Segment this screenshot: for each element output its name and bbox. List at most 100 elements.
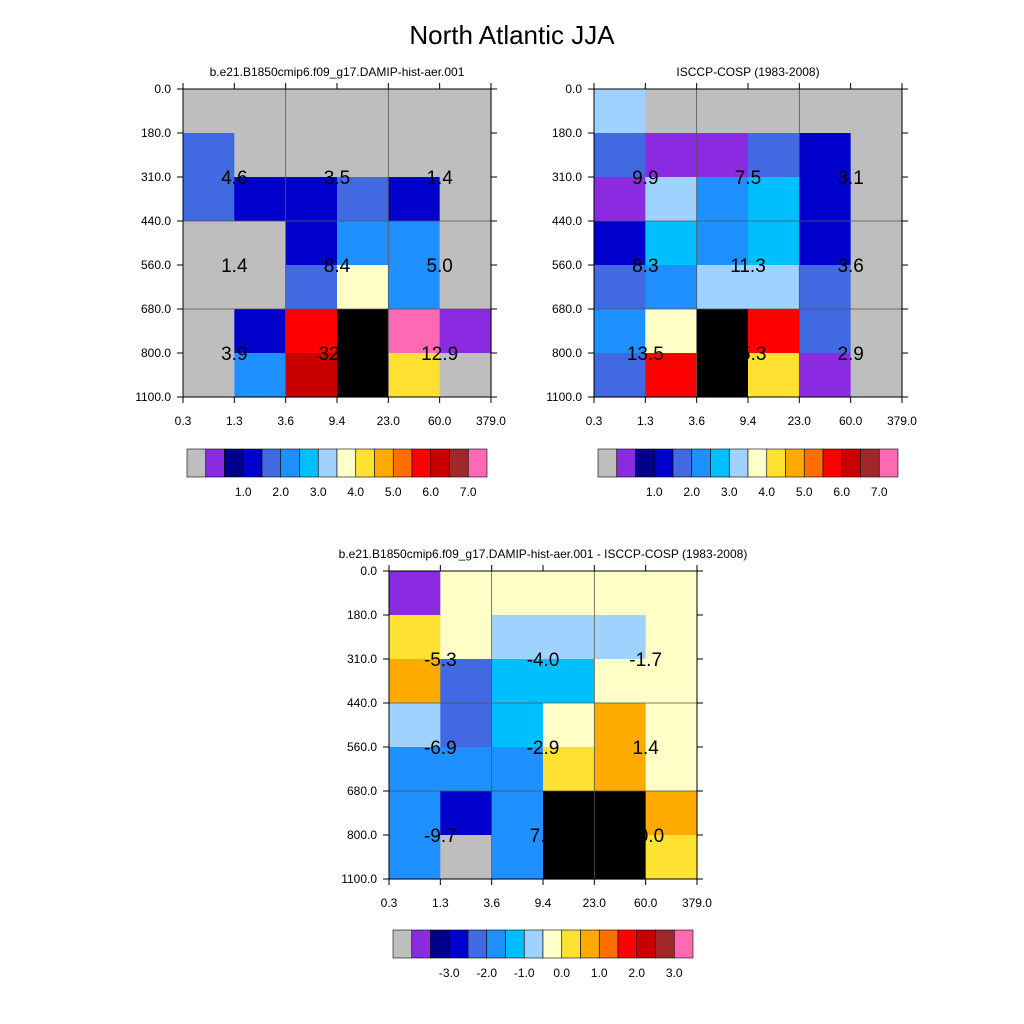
- colorbar-swatch: [392, 929, 413, 959]
- heatmap-cell: [645, 177, 698, 222]
- x-tick-label: 379.0: [682, 896, 712, 910]
- panel-3: b.e21.B1850cmip6.f09_g17.DAMIP-hist-aer.…: [339, 547, 748, 980]
- colorbar-label: 1.0: [646, 485, 663, 499]
- y-tick-label: 1100.0: [546, 390, 582, 404]
- cell-value-label: 25.3: [729, 344, 766, 365]
- colorbar-swatch: [430, 929, 450, 959]
- cell-value-label: -9.7: [424, 826, 457, 847]
- y-tick-label: 1100.0: [135, 390, 171, 404]
- x-tick-label: 1.3: [432, 896, 449, 910]
- heatmap-cell: [440, 615, 493, 660]
- heatmap-cell: [747, 353, 800, 398]
- colorbar-swatch: [261, 448, 282, 478]
- colorbar-swatch: [411, 929, 431, 959]
- heatmap-cell: [696, 265, 749, 310]
- heatmap-cell: [799, 309, 852, 354]
- cell-value-label: 3.5: [324, 168, 350, 189]
- colorbar-label: 5.0: [796, 485, 813, 499]
- colorbar-swatch: [653, 448, 674, 478]
- colorbar-swatch: [467, 929, 488, 959]
- panel-title: ISCCP-COSP (1983-2008): [676, 65, 819, 79]
- x-tick-label: 0.3: [381, 896, 398, 910]
- heatmap-cell: [183, 221, 235, 266]
- heatmap-cell: [440, 703, 493, 748]
- y-tick-label: 800.0: [141, 346, 171, 360]
- heatmap-cell: [645, 133, 698, 178]
- heatmap-cell: [594, 177, 646, 222]
- heatmap-cell: [336, 309, 389, 354]
- heatmap-cell: [696, 309, 749, 354]
- heatmap-cell: [439, 133, 492, 178]
- heatmap-cell: [747, 177, 800, 222]
- y-tick-label: 680.0: [347, 784, 377, 798]
- x-tick-label: 60.0: [839, 414, 863, 428]
- colorbar-label: 4.0: [347, 485, 364, 499]
- cell-value-label: 4.6: [221, 168, 247, 189]
- heatmap-cell: [183, 133, 235, 178]
- heatmap-cell: [491, 791, 544, 836]
- heatmap-cell: [594, 659, 647, 704]
- heatmap-cell: [491, 659, 544, 704]
- heatmap-cell: [491, 835, 544, 880]
- heatmap-cell: [594, 265, 646, 310]
- colorbar-swatch: [205, 448, 225, 478]
- cell-value-label: 8.4: [324, 256, 351, 277]
- colorbar-swatch: [672, 448, 693, 478]
- heatmap-cell: [696, 353, 749, 398]
- x-tick-label: 23.0: [377, 414, 401, 428]
- heatmap-cell: [594, 615, 647, 660]
- colorbar-swatch: [636, 929, 656, 959]
- heatmap-cell: [747, 221, 800, 266]
- panel-1: b.e21.B1850cmip6.f09_g17.DAMIP-hist-aer.…: [135, 65, 506, 499]
- colorbar-swatch: [841, 448, 861, 478]
- colorbar-swatch: [355, 448, 375, 478]
- colorbar-swatch: [430, 448, 450, 478]
- colorbar-swatch: [280, 448, 300, 478]
- figure-title: North Atlantic JJA: [409, 20, 615, 50]
- heatmap-cell: [388, 265, 441, 310]
- cell-value-label: 10.0: [627, 826, 664, 847]
- heatmap-cell: [440, 835, 493, 880]
- x-tick-label: 3.6: [277, 414, 294, 428]
- colorbar-swatch: [411, 448, 432, 478]
- y-tick-label: 440.0: [141, 214, 171, 228]
- heatmap-cell: [850, 221, 903, 266]
- colorbar-swatch: [392, 448, 413, 478]
- colorbar-swatch: [299, 448, 319, 478]
- colorbar-swatch: [224, 448, 244, 478]
- colorbar-label: -3.0: [439, 966, 460, 980]
- x-tick-label: 1.3: [637, 414, 654, 428]
- heatmap-cell: [850, 309, 903, 354]
- heatmap-cell: [594, 309, 646, 354]
- heatmap-cell: [850, 133, 903, 178]
- heatmap-cell: [389, 791, 441, 836]
- heatmap-cell: [747, 133, 800, 178]
- cell-value-label: 9.9: [632, 168, 658, 189]
- y-tick-label: 310.0: [347, 652, 377, 666]
- heatmap-cell: [234, 309, 287, 354]
- heatmap-cell: [850, 89, 903, 134]
- x-tick-label: 379.0: [887, 414, 917, 428]
- colorbar-swatch: [448, 929, 469, 959]
- x-tick-label: 9.4: [740, 414, 757, 428]
- heatmap-cell: [594, 571, 647, 616]
- colorbar-label: -1.0: [514, 966, 535, 980]
- colorbar-swatch: [597, 448, 618, 478]
- colorbar-swatch: [449, 448, 469, 478]
- cell-value-label: 1.4: [221, 256, 248, 277]
- heatmap-cell: [336, 89, 389, 134]
- y-tick-label: 560.0: [552, 258, 582, 272]
- heatmap-cell: [439, 221, 492, 266]
- heatmap-cell: [183, 89, 235, 134]
- colorbar-swatch: [673, 929, 694, 959]
- y-tick-label: 560.0: [141, 258, 171, 272]
- y-tick-label: 440.0: [552, 214, 582, 228]
- heatmap-cell: [747, 265, 800, 310]
- heatmap-cell: [594, 89, 646, 134]
- heatmap-cell: [542, 747, 595, 792]
- heatmap-cell: [285, 133, 338, 178]
- cell-value-label: 7.5: [735, 168, 761, 189]
- heatmap-cell: [542, 703, 595, 748]
- heatmap-cell: [645, 221, 698, 266]
